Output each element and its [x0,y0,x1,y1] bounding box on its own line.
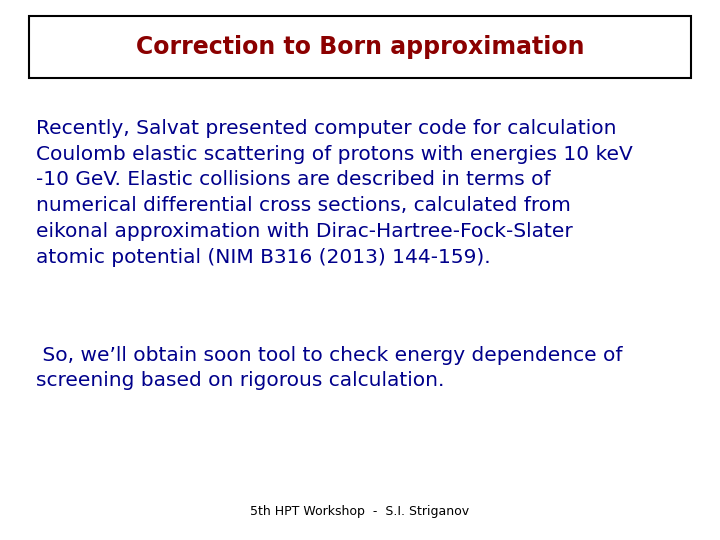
FancyBboxPatch shape [29,16,691,78]
Text: Correction to Born approximation: Correction to Born approximation [136,35,584,59]
Text: Recently, Salvat presented computer code for calculation
Coulomb elastic scatter: Recently, Salvat presented computer code… [36,119,633,267]
Text: 5th HPT Workshop  -  S.I. Striganov: 5th HPT Workshop - S.I. Striganov [251,505,469,518]
Text: So, we’ll obtain soon tool to check energy dependence of
screening based on rigo: So, we’ll obtain soon tool to check ener… [36,346,623,390]
